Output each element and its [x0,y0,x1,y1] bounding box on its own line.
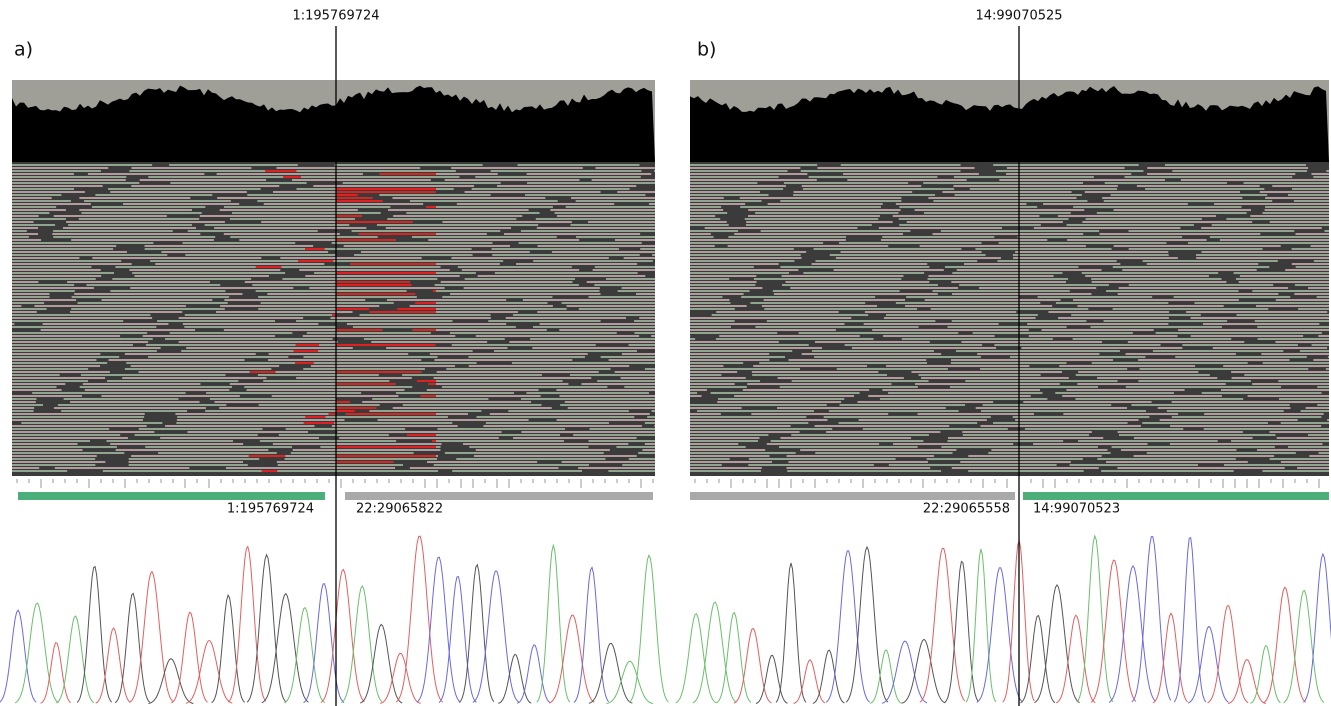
panel-a: a) 1:195769724 1:195769724 22:29065822 [0,9,668,706]
trace-peak [1132,537,1171,703]
right-label: 14:99070523 [1033,502,1120,517]
trace-peak [130,572,174,703]
trace-peak [1153,613,1188,703]
right-label: 22:29065822 [356,502,443,517]
trace-peak [1174,538,1206,703]
trace-peak [1056,615,1095,703]
left-segment-bar [690,492,1015,500]
trace-peak [15,603,59,703]
trace-peak [629,555,668,702]
panel-letter: b) [697,39,716,61]
trace-peak [396,536,443,702]
trace-peak [589,643,633,703]
trace-peak [676,614,717,703]
trace-peak [549,615,594,703]
trace-peak [284,608,325,703]
trace-peak [1303,554,1331,702]
trace-peak [776,563,806,702]
trace-peak [77,567,112,703]
trace-peak [321,570,365,703]
trace-peak [96,628,131,703]
panel-letter: a) [14,39,33,61]
panel-b: b) 14:99070525 22:29065558 14:99070523 [676,9,1331,706]
breakpoint-label: 14:99070525 [975,9,1062,24]
figure: a) 1:195769724 1:195769724 22:29065822 b… [0,0,1331,706]
left-label: 22:29065558 [923,502,1010,517]
trace-peak [417,557,461,702]
trace-peak [1109,566,1156,703]
trace-peak [870,650,902,703]
trace-peak [186,641,233,704]
trace-peak [148,659,193,704]
trace-peak [902,639,946,703]
trace-peak [0,610,36,703]
trace-peak [262,594,309,703]
trace-peak [115,594,150,703]
breakpoint-label: 1:195769724 [292,9,379,24]
right-segment-bar [345,492,653,500]
trace-peak [1208,606,1249,703]
trace-peak [1035,585,1080,703]
trace-peak [977,568,1022,703]
trace-peak [172,612,208,703]
trace-peak [574,567,609,702]
trace-peak [920,548,965,702]
trace-peak [607,661,654,703]
trace-peak [716,613,751,703]
trace-peak [212,595,245,703]
trace-peak [247,555,286,703]
right-segment-bar [1023,492,1329,500]
trace-peak [945,562,978,703]
trace-peak [734,629,772,704]
trace-peak [1077,536,1113,702]
trace-peak [1264,587,1306,702]
trace-peak [693,602,737,703]
left-segment-bar [18,492,325,500]
trace-peak [813,650,845,703]
trace-peak [473,571,520,702]
trace-peak [228,547,265,703]
trace-peak [1228,660,1266,704]
trace-peak [794,660,826,704]
left-label: 1:195769724 [227,502,314,517]
trace-peak [882,641,927,703]
